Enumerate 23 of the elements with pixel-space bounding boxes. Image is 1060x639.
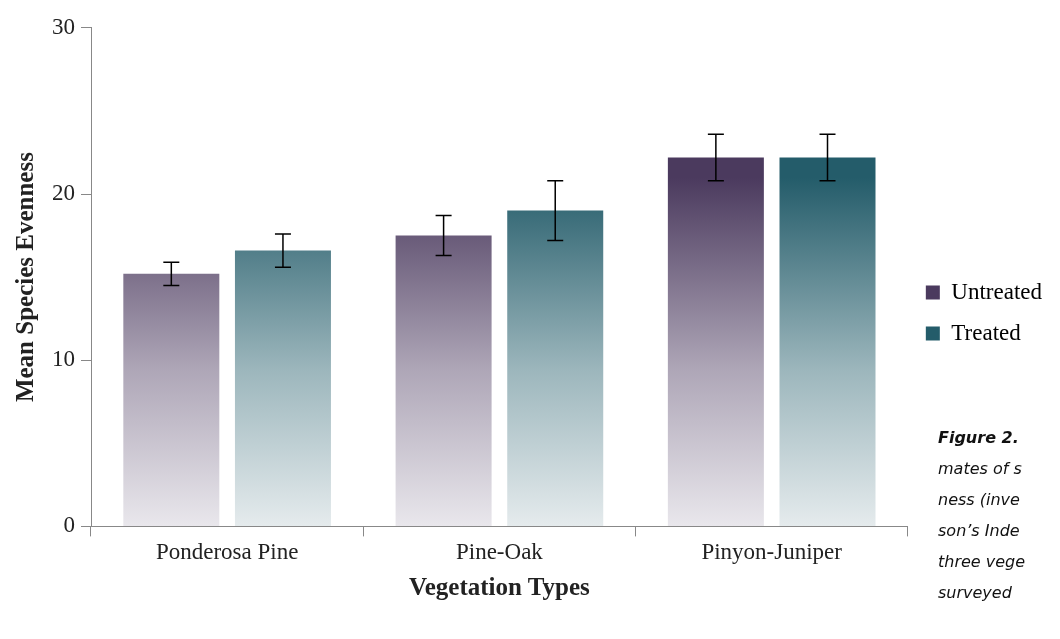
x-tick-label: Pine-Oak <box>455 539 544 565</box>
text: ness (inve <box>938 489 1021 511</box>
bar <box>779 157 876 526</box>
legend-label: Treated <box>951 319 1022 345</box>
bar <box>395 235 492 526</box>
text: mates of s <box>938 458 1023 480</box>
bar <box>507 210 604 526</box>
text: son’s Inde <box>938 520 1021 542</box>
text: surveyed <box>938 582 1013 604</box>
legend-label: Untreated <box>951 278 1043 304</box>
caption: Figure 2. <box>938 427 1020 449</box>
bar <box>667 157 764 526</box>
y-tick-label: 20 <box>52 180 75 206</box>
text: three vege <box>938 551 1026 573</box>
y-tick-label: 10 <box>52 346 75 372</box>
y-tick-label: 0 <box>63 512 75 538</box>
x-axis-title: Vegetation Types <box>409 573 591 601</box>
y-axis-title: Mean Species Evenness <box>11 151 39 403</box>
y-tick-label: 30 <box>52 13 75 39</box>
bar <box>123 273 220 526</box>
x-tick-label: Pinyon-Juniper <box>701 539 843 565</box>
bar <box>234 250 331 526</box>
x-tick-label: Ponderosa Pine <box>155 539 299 565</box>
